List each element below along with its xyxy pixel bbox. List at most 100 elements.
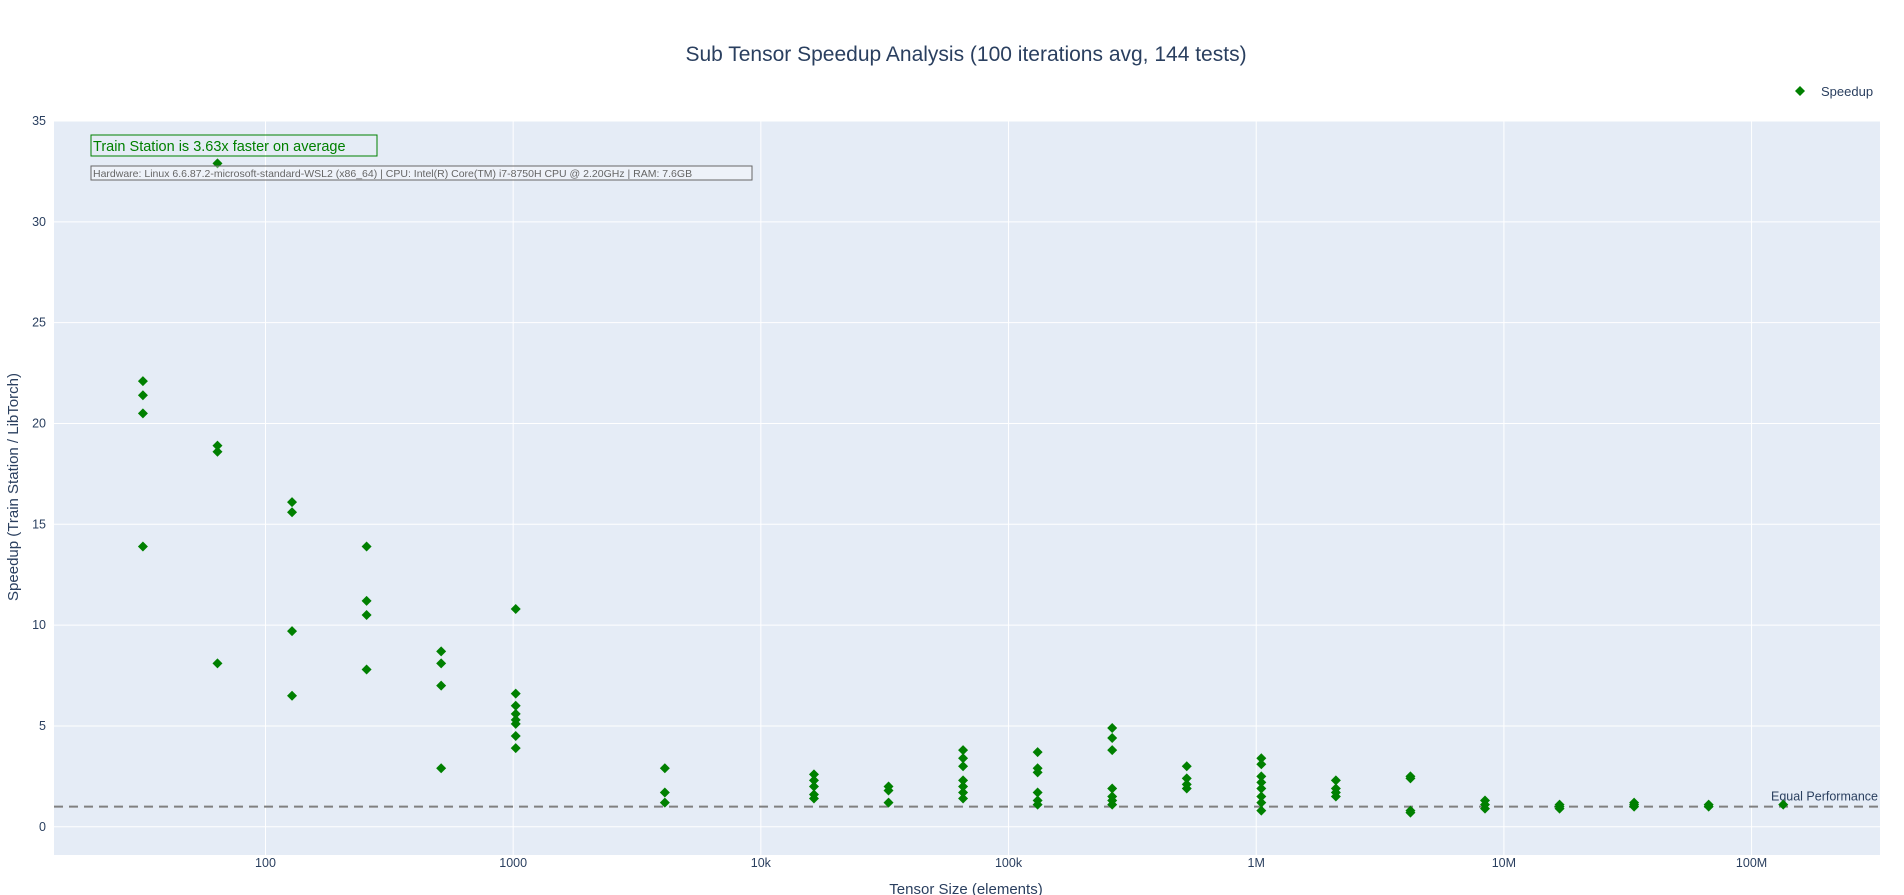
hardware-annotation-box [90,165,753,181]
data-point[interactable] [1629,801,1640,812]
hardware-annotation: Hardware: Linux 6.6.87.2-microsoft-stand… [93,168,692,180]
y-tick-label: 0 [39,820,46,834]
data-point[interactable] [1256,777,1267,788]
data-point[interactable] [1256,805,1267,816]
data-point[interactable] [958,753,969,764]
data-point[interactable] [1107,799,1118,810]
data-point[interactable] [958,781,969,792]
data-point[interactable] [659,763,670,774]
average-annotation-box [90,134,378,157]
data-point[interactable] [958,793,969,804]
data-point[interactable] [1256,759,1267,770]
y-tick-label: 25 [32,316,46,330]
data-point[interactable] [1107,722,1118,733]
data-point[interactable] [287,507,298,518]
y-axis-title: Speedup (Train Station / LibTorch) [5,373,22,601]
data-point[interactable] [1554,803,1565,814]
data-point[interactable] [1032,747,1043,758]
data-point[interactable] [361,610,372,621]
y-tick-label: 5 [39,719,46,733]
data-point[interactable] [808,775,819,786]
data-point[interactable] [287,626,298,637]
legend-marker-icon [1795,86,1805,96]
x-tick-label: 100M [1736,856,1767,870]
average-speedup-annotation: Train Station is 3.63x faster on average [93,139,346,155]
data-point[interactable] [510,718,521,729]
data-point[interactable] [1479,803,1490,814]
y-tick-label: 15 [32,517,46,531]
data-point[interactable] [137,390,148,401]
data-point[interactable] [436,658,447,669]
data-point[interactable] [1256,791,1267,802]
data-point[interactable] [1181,783,1192,794]
data-point[interactable] [659,787,670,798]
data-point[interactable] [510,688,521,699]
data-point[interactable] [137,376,148,387]
data-point[interactable] [212,446,223,457]
data-point[interactable] [1107,783,1118,794]
data-points [137,158,1789,818]
data-point[interactable] [510,603,521,614]
data-point[interactable] [808,793,819,804]
data-point[interactable] [1330,775,1341,786]
data-point[interactable] [883,797,894,808]
data-point[interactable] [287,497,298,508]
data-point[interactable] [1778,799,1789,810]
data-point[interactable] [137,541,148,552]
x-tick-label: 100 [255,856,276,870]
data-point[interactable] [1256,783,1267,794]
x-tick-label: 100k [995,856,1023,870]
data-point[interactable] [510,708,521,719]
data-point[interactable] [361,595,372,606]
data-point[interactable] [808,769,819,780]
data-point[interactable] [436,680,447,691]
data-point[interactable] [510,700,521,711]
data-point[interactable] [958,761,969,772]
data-point[interactable] [1032,787,1043,798]
data-point[interactable] [1330,791,1341,802]
data-point[interactable] [808,781,819,792]
data-point[interactable] [212,658,223,669]
data-point[interactable] [361,664,372,675]
data-point[interactable] [958,775,969,786]
legend[interactable]: Speedup [1795,84,1873,99]
data-point[interactable] [1405,773,1416,784]
data-point[interactable] [1256,797,1267,808]
data-point[interactable] [1107,745,1118,756]
data-point[interactable] [659,797,670,808]
tick-labels: 0 5 10 15 20 25 30 35 100 1000 10k 100k 1M 10M 100M [32,114,1767,870]
y-tick-label: 35 [32,114,46,128]
data-point[interactable] [958,787,969,798]
data-point[interactable] [1181,773,1192,784]
data-point[interactable] [1256,753,1267,764]
data-point[interactable] [510,743,521,754]
equal-performance-label: Equal Performance [1771,790,1878,804]
x-tick-label: 10k [751,856,772,870]
data-point[interactable] [883,785,894,796]
data-point[interactable] [436,763,447,774]
data-point[interactable] [137,408,148,419]
data-point[interactable] [958,745,969,756]
x-tick-label: 1M [1248,856,1265,870]
x-tick-label: 1000 [499,856,527,870]
y-tick-label: 10 [32,618,46,632]
data-point[interactable] [1703,801,1714,812]
data-point[interactable] [436,646,447,657]
data-point[interactable] [1181,761,1192,772]
reference-line-group: Equal Performance [54,790,1880,808]
data-point[interactable] [1032,799,1043,810]
plot-area [54,121,1880,855]
data-point[interactable] [1256,771,1267,782]
data-point[interactable] [361,541,372,552]
data-point[interactable] [212,440,223,451]
data-point[interactable] [1405,807,1416,818]
data-point[interactable] [1032,767,1043,778]
legend-label-speedup: Speedup [1821,84,1873,99]
grid-lines [54,120,1880,855]
data-point[interactable] [510,731,521,742]
x-tick-label: 10M [1492,856,1516,870]
data-point[interactable] [287,690,298,701]
y-tick-label: 30 [32,215,46,229]
annotations: Train Station is 3.63x faster on average… [90,134,753,181]
data-point[interactable] [1107,733,1118,744]
